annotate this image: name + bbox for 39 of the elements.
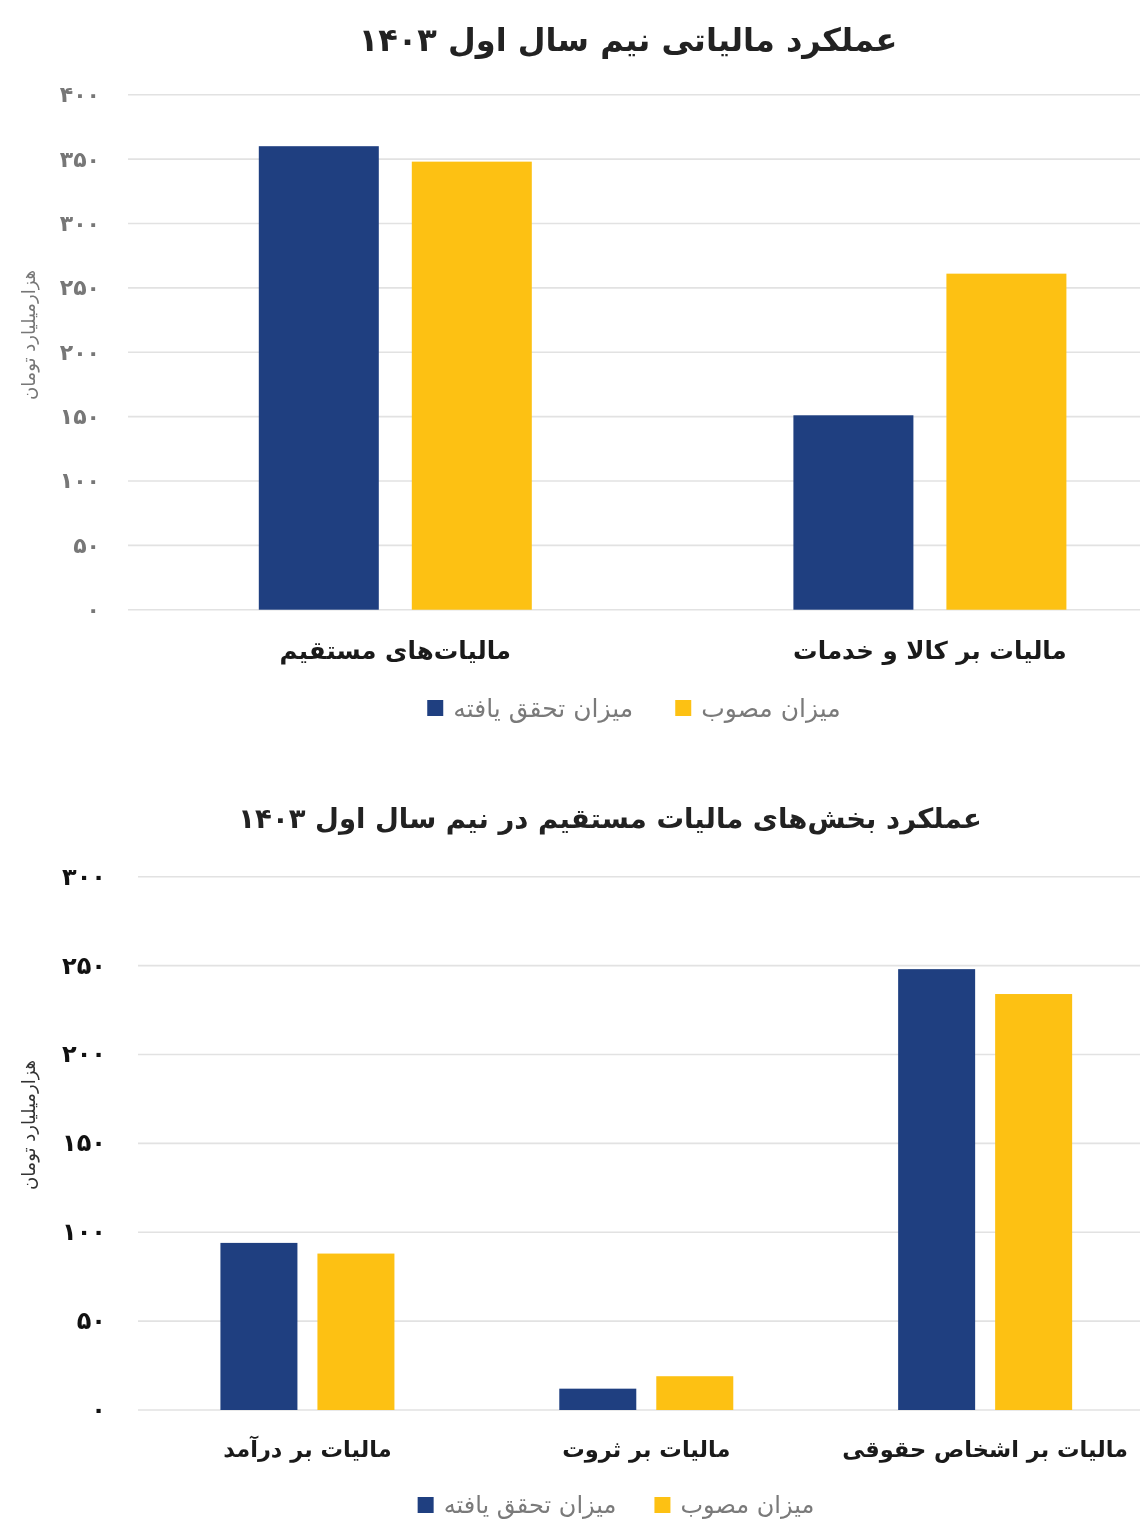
bar <box>898 969 976 1410</box>
y-tick-label: ۳۰۰ <box>62 862 106 891</box>
bar <box>656 1376 734 1410</box>
bar <box>995 994 1073 1410</box>
y-tick-label: ۲۰۰ <box>62 1040 106 1069</box>
x-tick-label: مالیات بر ثروت <box>562 1436 731 1463</box>
x-tick-label: مالیات بر اشخاص حقوقی <box>842 1436 1129 1463</box>
x-tick-label: مالیات بر کالا و خدمات <box>793 635 1067 666</box>
y-tick-label: ۵۰ <box>76 1307 106 1336</box>
y-tick-label: ۴۰۰ <box>59 82 100 108</box>
y-tick-label: ۳۵۰ <box>59 146 100 172</box>
y-tick-label: ۰ <box>86 597 100 623</box>
legend-label: میزان مصوب <box>680 1491 815 1519</box>
legend-label: میزان تحقق یافته <box>443 1491 617 1519</box>
y-tick-label: ۲۵۰ <box>59 275 100 301</box>
y-tick-label: ۲۵۰ <box>62 951 106 980</box>
x-tick-label: مالیات‌های مستقیم <box>279 635 512 665</box>
y-tick-label: ۲۰۰ <box>59 339 100 365</box>
y-tick-label: ۱۵۰ <box>59 404 100 430</box>
y-axis-title: هزارمیلیارد تومان <box>17 269 40 401</box>
chart-title: عملکرد بخش‌های مالیات مستقیم در نیم سال اول ۱۴۰۳ <box>238 802 982 835</box>
y-tick-label: ۱۵۰ <box>62 1129 106 1158</box>
y-tick-label: ۱۰۰ <box>62 1218 106 1247</box>
chart-title: عملکرد مالیاتی نیم سال اول ۱۴۰۳ <box>358 21 898 59</box>
bar <box>220 1242 298 1410</box>
bar <box>946 273 1067 610</box>
y-tick-label: ۵۰ <box>73 532 100 558</box>
bar <box>317 1253 395 1411</box>
x-tick-label: مالیات بر درآمد <box>223 1435 392 1463</box>
y-axis-title: هزارمیلیارد تومان <box>17 1059 40 1191</box>
y-tick-label: ۱۰۰ <box>59 468 100 494</box>
legend-label: میزان مصوب <box>701 693 841 723</box>
bar <box>559 1388 637 1410</box>
bar <box>258 146 379 610</box>
y-tick-label: ۳۰۰ <box>59 210 100 236</box>
bar <box>411 161 532 610</box>
y-tick-label: ۰ <box>91 1396 106 1424</box>
bar <box>793 415 914 610</box>
legend-label: میزان تحقق یافته <box>453 693 634 723</box>
